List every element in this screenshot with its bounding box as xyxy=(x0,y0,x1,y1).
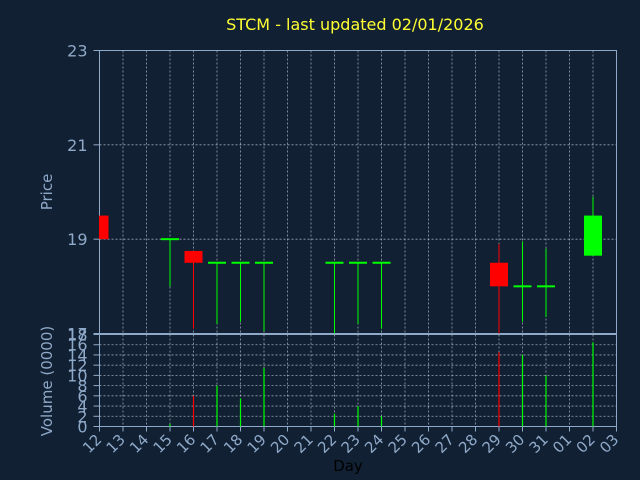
price-y-tick-label: 23 xyxy=(67,42,87,61)
x-tick-label: 01 xyxy=(549,431,575,457)
candle-body xyxy=(372,261,391,264)
x-tick-label: 23 xyxy=(338,431,364,457)
candle-body xyxy=(490,262,508,287)
x-tick-label: 26 xyxy=(408,431,434,457)
volume-y-tick-label: 8 xyxy=(77,377,87,396)
volume-bars xyxy=(169,342,594,427)
x-tick-labels: 1213141516171819202122232425262728293031… xyxy=(79,426,622,457)
candle-body xyxy=(208,261,226,264)
candle-body xyxy=(184,250,203,263)
x-tick-label: 17 xyxy=(197,431,223,457)
price-panel: 23 21 19 17 Price xyxy=(38,42,617,344)
volume-y-tick-label: 18 xyxy=(67,326,87,345)
x-tick-label: 30 xyxy=(502,431,528,457)
price-axis-label: Price xyxy=(38,174,56,211)
x-tick-label: 31 xyxy=(526,431,552,457)
x-tick-label: 03 xyxy=(596,431,622,457)
volume-y-tick-label: 2 xyxy=(77,407,87,426)
x-tick-label: 20 xyxy=(267,431,293,457)
x-tick-label: 25 xyxy=(385,431,411,457)
candle-body xyxy=(584,215,602,256)
x-tick-label: 24 xyxy=(361,431,387,457)
x-tick-label: 28 xyxy=(455,431,481,457)
x-tick-label: 21 xyxy=(291,431,317,457)
price-plot-frame xyxy=(99,50,617,334)
volume-y-tick-label: 4 xyxy=(77,397,87,416)
volume-y-tick-label: 14 xyxy=(67,346,87,365)
volume-y-tick-label: 10 xyxy=(67,366,87,385)
x-tick-label: 18 xyxy=(220,431,246,457)
x-tick-label: 16 xyxy=(173,431,199,457)
volume-y-tick-label: 16 xyxy=(67,336,87,355)
x-tick-label: 22 xyxy=(314,431,340,457)
candle-body xyxy=(231,261,250,264)
volume-y-tick-label: 12 xyxy=(67,356,87,375)
price-y-tick-label: 19 xyxy=(67,230,87,249)
x-tick-label: 27 xyxy=(432,431,458,457)
price-y-tick-labels: 23 21 19 17 xyxy=(67,42,100,344)
price-y-tick-label: 21 xyxy=(67,136,87,155)
candle-body xyxy=(513,285,532,288)
volume-axis-label: Volume (0000) xyxy=(38,326,56,436)
candle-body xyxy=(99,215,109,240)
candle-body xyxy=(349,261,367,264)
price-y-tick-label: 17 xyxy=(67,325,87,344)
x-tick-label: 29 xyxy=(479,431,505,457)
candles xyxy=(99,196,602,334)
volume-y-tick-label: 6 xyxy=(77,387,87,406)
x-tick-label: 14 xyxy=(126,431,152,457)
candle-body xyxy=(325,261,344,264)
candle-body xyxy=(537,285,555,288)
x-axis-label: Day xyxy=(333,457,363,475)
volume-y-tick-label: 0 xyxy=(77,418,87,437)
price-grid xyxy=(99,50,617,334)
x-tick-label: 19 xyxy=(244,431,270,457)
candle-body xyxy=(161,238,179,241)
x-tick-label: 15 xyxy=(150,431,176,457)
candle-body xyxy=(255,261,273,264)
x-tick-label: 02 xyxy=(573,431,599,457)
x-tick-label: 13 xyxy=(103,431,129,457)
chart-title: STCM - last updated 02/01/2026 xyxy=(226,15,484,34)
